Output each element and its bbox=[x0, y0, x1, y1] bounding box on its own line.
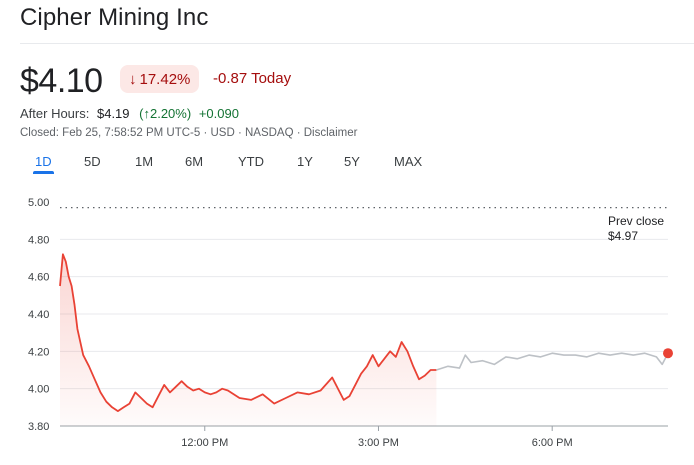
price-chart[interactable]: 5.00 4.80 4.60 4.40 4.20 4.00 3.80 12:00 PM 3:0… bbox=[0, 190, 694, 465]
tab-5y[interactable]: 5Y bbox=[344, 154, 360, 169]
page-title: Cipher Mining Inc bbox=[20, 4, 209, 31]
after-hours-line bbox=[436, 352, 669, 371]
after-hours-label: After Hours: bbox=[20, 106, 90, 121]
y-tick-label: 5.00 bbox=[28, 197, 49, 209]
x-tick-label: 6:00 PM bbox=[532, 437, 573, 449]
y-tick-label: 4.20 bbox=[28, 346, 49, 358]
tab-1m[interactable]: 1M bbox=[135, 154, 154, 169]
change-percent-badge: ↓ 17.42% bbox=[120, 65, 200, 93]
prev-close-label: Prev close bbox=[608, 214, 664, 228]
tab-max[interactable]: MAX bbox=[394, 154, 423, 169]
y-tick-label: 3.80 bbox=[28, 421, 49, 433]
regular-session-line bbox=[59, 253, 437, 412]
tab-1d[interactable]: 1D bbox=[33, 154, 54, 174]
change-today: -0.87 Today bbox=[213, 70, 292, 87]
after-hours-change: +0.090 bbox=[198, 106, 239, 121]
after-hours-row: After Hours: $4.19 (↑2.20%) +0.090 bbox=[20, 106, 239, 121]
after-hours-percent: (↑2.20%) bbox=[139, 106, 192, 121]
regular-session-area bbox=[60, 254, 437, 426]
market-status[interactable]: Closed: Feb 25, 7:58:52 PM UTC-5 · USD ·… bbox=[20, 127, 358, 139]
x-tick-label: 3:00 PM bbox=[358, 437, 399, 449]
y-tick-label: 4.40 bbox=[28, 309, 49, 321]
arrow-down-icon: ↓ bbox=[129, 70, 137, 88]
tab-ytd[interactable]: YTD bbox=[238, 154, 264, 169]
divider bbox=[20, 43, 694, 44]
tab-1y[interactable]: 1Y bbox=[297, 154, 313, 169]
y-tick-label: 4.60 bbox=[28, 272, 49, 284]
y-tick-label: 4.00 bbox=[28, 384, 49, 396]
last-price-dot bbox=[663, 348, 673, 359]
tab-5d[interactable]: 5D bbox=[84, 154, 101, 169]
after-hours-price: $4.19 bbox=[96, 106, 130, 121]
current-price: $4.10 bbox=[20, 62, 103, 100]
prev-close-value: $4.97 bbox=[608, 229, 638, 243]
y-tick-label: 4.80 bbox=[28, 234, 49, 246]
tab-6m[interactable]: 6M bbox=[185, 154, 204, 169]
x-tick-label: 12:00 PM bbox=[181, 437, 228, 449]
change-percent: 17.42% bbox=[139, 70, 191, 88]
